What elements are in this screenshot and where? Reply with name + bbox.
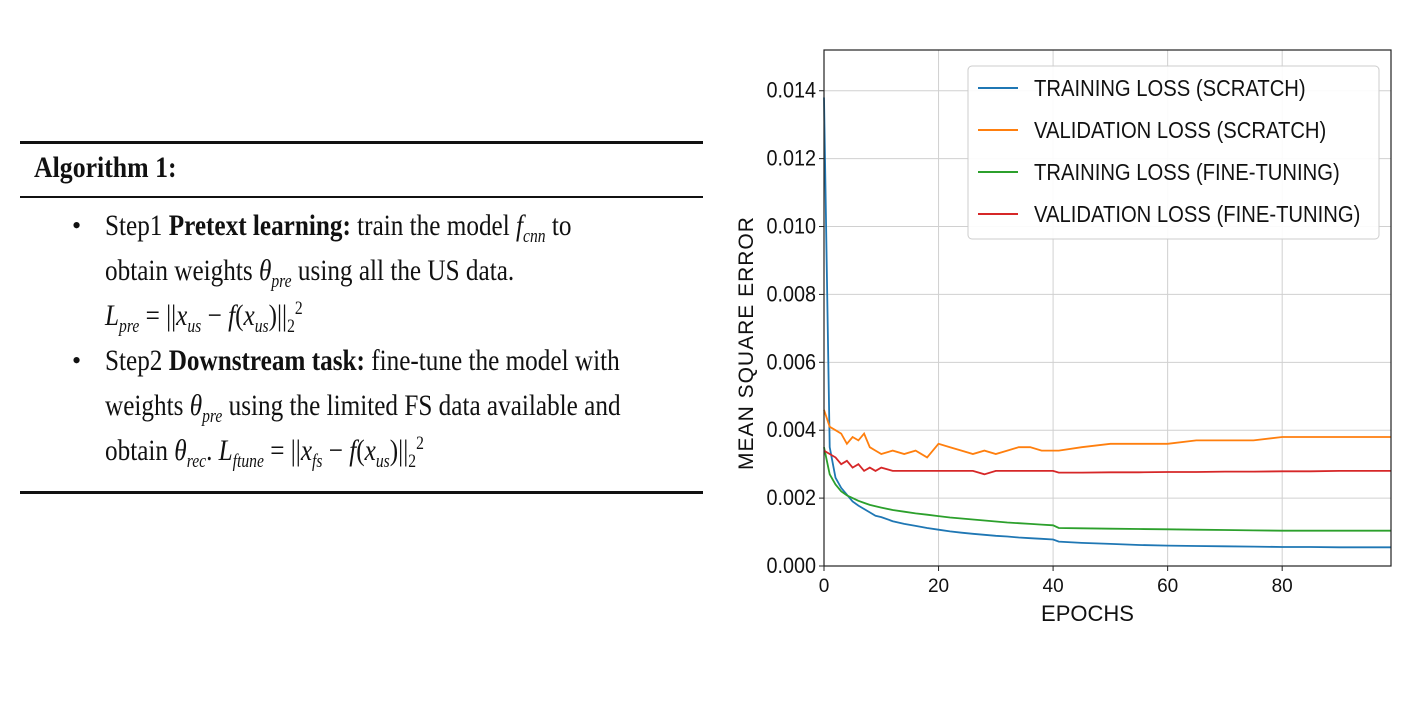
step-2: • Step2 Downstream task: fine-tune the m… <box>70 338 702 473</box>
legend: TRAINING LOSS (SCRATCH) VALIDATION LOSS (… <box>967 65 1380 240</box>
y-tick-label: 0.008 <box>766 282 816 306</box>
step-1-line-1: Step1 Pretext learning: train the model … <box>105 209 572 247</box>
step-1: • Step1 Pretext learning: train the mode… <box>70 203 702 338</box>
legend-frame <box>967 65 1380 240</box>
algorithm-box: Algorithm 1: • Step1 Pretext learning: t… <box>20 141 703 494</box>
legend-label: VALIDATION LOSS (SCRATCH) <box>1034 117 1326 144</box>
step-2-line-1: Step2 Downstream task: fine-tune the mod… <box>105 344 620 377</box>
y-axis-label: MEAN SQUARE ERROR <box>735 216 758 470</box>
step-2-line-3: obtain θrec. Lftune = ||xfs − f(xus)||22 <box>105 433 424 472</box>
bullet-icon: • <box>72 346 82 375</box>
x-tick-label: 80 <box>1272 576 1293 597</box>
algorithm-steps: • Step1 Pretext learning: train the mode… <box>70 203 702 473</box>
plot-frame <box>823 49 1392 567</box>
legend-label: TRAINING LOSS (SCRATCH) <box>1034 75 1306 102</box>
x-axis-label: EPOCHS <box>1041 601 1134 626</box>
step-1-equation: Lpre = ||xus − f(xus)||22 <box>105 298 303 337</box>
y-tick-label: 0.002 <box>766 486 816 510</box>
y-tick-label: 0.000 <box>766 554 816 578</box>
bullet-icon: • <box>72 211 82 240</box>
y-tick-label: 0.014 <box>766 79 816 103</box>
x-tick-label: 20 <box>928 576 949 597</box>
step-1-line-2: obtain weights θpre using all the US dat… <box>105 254 515 292</box>
y-tick-label: 0.004 <box>766 418 816 442</box>
y-tick-label: 0.006 <box>766 350 816 374</box>
header-rule <box>20 196 703 198</box>
x-tick-label: 0 <box>819 576 830 597</box>
series-line-3 <box>823 449 1391 476</box>
series-line-1 <box>823 409 1391 459</box>
series-line-2 <box>823 447 1391 532</box>
bottom-rule <box>20 491 703 494</box>
y-tick-label: 0.012 <box>766 147 816 171</box>
loss-chart: 0 20 40 60 80 0.000 0.002 0.004 0.006 0.008 0.010 0… <box>735 49 1392 626</box>
x-tick-label: 60 <box>1157 576 1178 597</box>
algorithm-title: Algorithm 1: <box>34 151 177 184</box>
legend-label: TRAINING LOSS (FINE-TUNING) <box>1034 159 1340 186</box>
step-2-line-2: weights θpre using the limited FS data a… <box>105 389 621 427</box>
series-line-0 <box>823 97 1391 549</box>
x-tick-label: 40 <box>1043 576 1064 597</box>
top-rule <box>20 141 703 144</box>
y-tick-label: 0.010 <box>766 215 816 239</box>
legend-label: VALIDATION LOSS (FINE-TUNING) <box>1034 201 1360 228</box>
